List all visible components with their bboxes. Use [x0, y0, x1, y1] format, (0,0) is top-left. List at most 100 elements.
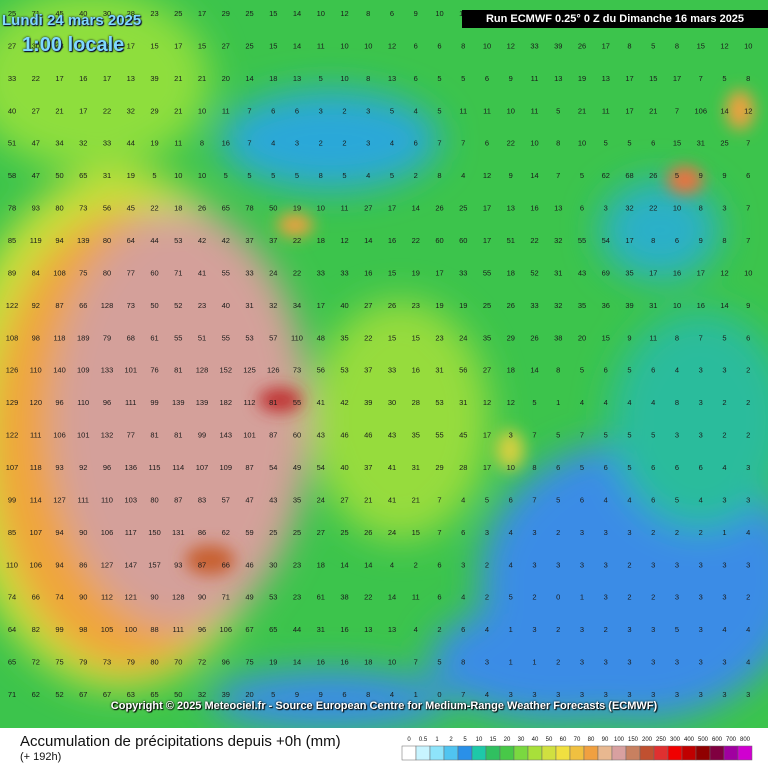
- grid-value: 4: [675, 366, 679, 375]
- grid-value: 101: [243, 431, 256, 440]
- grid-value: 64: [127, 236, 135, 245]
- grid-value: 1: [509, 658, 513, 667]
- grid-value: 8: [556, 366, 560, 375]
- grid-value: 33: [340, 268, 348, 277]
- grid-value: 3: [366, 139, 370, 148]
- grid-value: 125: [243, 366, 256, 375]
- grid-value: 88: [150, 625, 158, 634]
- grid-value: 17: [55, 74, 63, 83]
- grid-value: 20: [245, 690, 253, 699]
- legend-swatch: [709, 745, 725, 761]
- grid-value: 5: [580, 463, 584, 472]
- grid-value: 42: [198, 236, 206, 245]
- grid-value: 6: [485, 139, 489, 148]
- grid-value: 87: [55, 301, 63, 310]
- grid-value: 14: [388, 593, 396, 602]
- grid-value: 21: [578, 106, 586, 115]
- grid-value: 3: [485, 528, 489, 537]
- grid-value: 14: [364, 236, 372, 245]
- grid-value: 17: [198, 9, 206, 18]
- grid-value: 8: [461, 41, 465, 50]
- grid-value: 79: [127, 658, 135, 667]
- grid-value: 3: [509, 690, 513, 699]
- grid-value: 18: [507, 366, 515, 375]
- legend-swatch: [597, 745, 613, 761]
- grid-value: 43: [388, 431, 396, 440]
- grid-value: 5: [319, 74, 323, 83]
- grid-value: 33: [530, 301, 538, 310]
- grid-value: 18: [103, 41, 111, 50]
- grid-value: 36: [602, 301, 610, 310]
- grid-value: 6: [461, 528, 465, 537]
- grid-value: 21: [364, 495, 372, 504]
- grid-value: 5: [152, 171, 156, 180]
- grid-value: 8: [675, 41, 679, 50]
- grid-value: 2: [556, 625, 560, 634]
- legend-swatch: [569, 745, 585, 761]
- grid-value: 96: [198, 625, 206, 634]
- grid-value: 25: [483, 301, 491, 310]
- grid-value: 30: [269, 560, 277, 569]
- legend-swatch: [471, 745, 487, 761]
- grid-value: 8: [651, 236, 655, 245]
- grid-value: 9: [319, 690, 323, 699]
- grid-value: 3: [675, 431, 679, 440]
- grid-value: 8: [722, 236, 726, 245]
- grid-value: 27: [222, 41, 230, 50]
- grid-value: 3: [651, 658, 655, 667]
- legend-label: 60: [560, 737, 567, 743]
- grid-value: 6: [651, 366, 655, 375]
- grid-value: 65: [150, 690, 158, 699]
- grid-value: 98: [79, 625, 87, 634]
- grid-value: 3: [699, 560, 703, 569]
- grid-value: 18: [364, 658, 372, 667]
- grid-value: 1: [580, 593, 584, 602]
- grid-value: 41: [317, 398, 325, 407]
- grid-value: 5: [485, 495, 489, 504]
- grid-value: 7: [437, 495, 441, 504]
- grid-value: 10: [744, 41, 752, 50]
- grid-value: 35: [412, 431, 420, 440]
- grid-value: 99: [8, 495, 16, 504]
- grid-value: 131: [172, 528, 185, 537]
- grid-value: 73: [127, 301, 135, 310]
- grid-value: 13: [507, 204, 515, 213]
- grid-value: 6: [580, 495, 584, 504]
- grid-value: 17: [317, 301, 325, 310]
- grid-value: 10: [174, 171, 182, 180]
- grid-value: 27: [364, 301, 372, 310]
- legend-label: 70: [574, 737, 581, 743]
- grid-value: 114: [172, 463, 184, 472]
- grid-value: 24: [459, 333, 467, 342]
- grid-value: 106: [101, 528, 114, 537]
- grid-value: 57: [269, 333, 277, 342]
- grid-value: 5: [224, 171, 228, 180]
- grid-value: 81: [174, 366, 182, 375]
- grid-value: 109: [77, 366, 90, 375]
- grid-value: 139: [172, 398, 185, 407]
- grid-value: 12: [483, 171, 491, 180]
- grid-value: 5: [675, 625, 679, 634]
- grid-value: 3: [627, 658, 631, 667]
- grid-value: 53: [269, 593, 277, 602]
- grid-value: 10: [744, 268, 752, 277]
- legend-swatch: [443, 745, 459, 761]
- grid-value: 5: [580, 171, 584, 180]
- grid-value: 52: [530, 268, 538, 277]
- grid-value: 0: [556, 593, 560, 602]
- grid-value: 2: [746, 366, 750, 375]
- grid-value: 3: [532, 528, 536, 537]
- grid-value: 25: [293, 528, 301, 537]
- grid-value: 12: [720, 41, 728, 50]
- grid-value: 62: [222, 528, 230, 537]
- grid-value: 12: [340, 9, 348, 18]
- grid-value: 29: [222, 9, 230, 18]
- legend-label: 1: [435, 737, 439, 743]
- grid-value: 8: [699, 204, 703, 213]
- grid-value: 29: [150, 106, 158, 115]
- legend-swatch: [401, 745, 417, 761]
- grid-value: 5: [295, 171, 299, 180]
- grid-value: 4: [699, 495, 703, 504]
- grid-value: 3: [295, 139, 299, 148]
- grid-value: 17: [625, 106, 633, 115]
